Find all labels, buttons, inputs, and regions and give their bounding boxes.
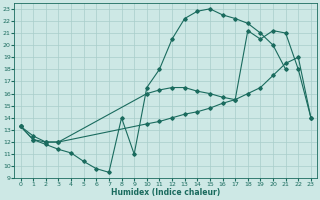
X-axis label: Humidex (Indice chaleur): Humidex (Indice chaleur) (111, 188, 220, 197)
